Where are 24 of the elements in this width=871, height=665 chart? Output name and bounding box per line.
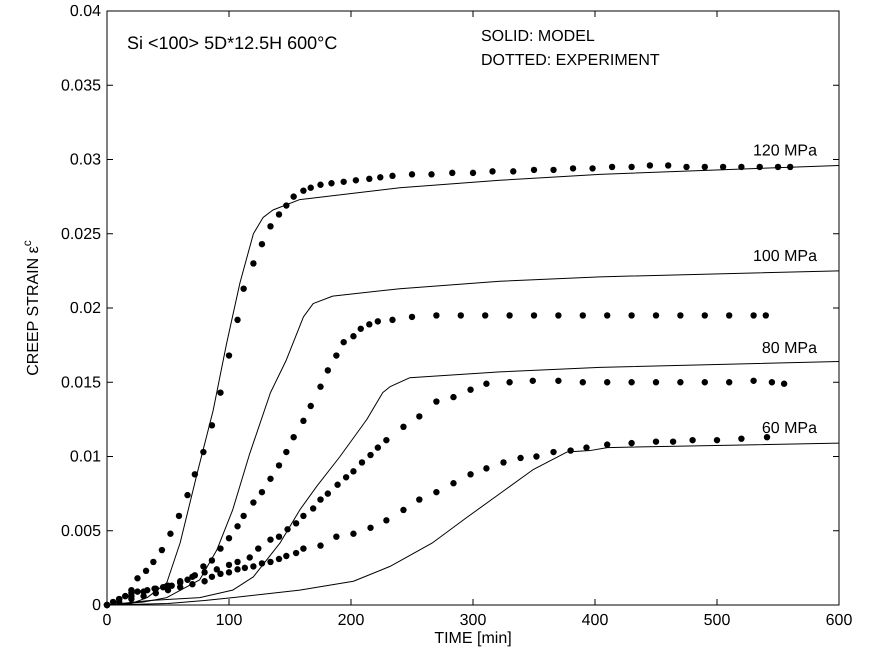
y-tick-label: 0.015 — [60, 374, 102, 392]
annotation: 120 MPa — [752, 142, 818, 160]
x-tick-label: 600 — [826, 612, 852, 629]
annotation: 100 MPa — [752, 248, 818, 265]
x-tick-label: 300 — [460, 612, 486, 629]
x-tick-label: 400 — [582, 612, 608, 629]
annotation: Si <100> 5D*12.5H 600°C — [127, 33, 338, 53]
annotation: DOTTED: EXPERIMENT — [481, 52, 660, 69]
x-tick-label: 200 — [338, 612, 364, 629]
annotation: 60 MPa — [762, 420, 818, 438]
y-tick-label: 0.03 — [70, 152, 102, 168]
y-tick-label: 0 — [92, 597, 102, 614]
x-tick-label: 0 — [102, 612, 112, 629]
x-axis-title: TIME [min] — [434, 630, 512, 647]
x-tick-label: 500 — [704, 612, 730, 629]
y-tick-label: 0.005 — [60, 522, 102, 540]
y-tick-label: 0.01 — [70, 448, 102, 466]
y-tick-label: 0.035 — [60, 77, 102, 94]
y-tick-label: 0.025 — [60, 226, 102, 243]
annotation: 80 MPa — [762, 340, 818, 357]
y-tick-label: 0.04 — [70, 3, 102, 20]
y-tick-label: 0.02 — [70, 300, 102, 317]
x-tick-label: 100 — [216, 612, 242, 629]
annotation: SOLID: MODEL — [481, 28, 595, 45]
